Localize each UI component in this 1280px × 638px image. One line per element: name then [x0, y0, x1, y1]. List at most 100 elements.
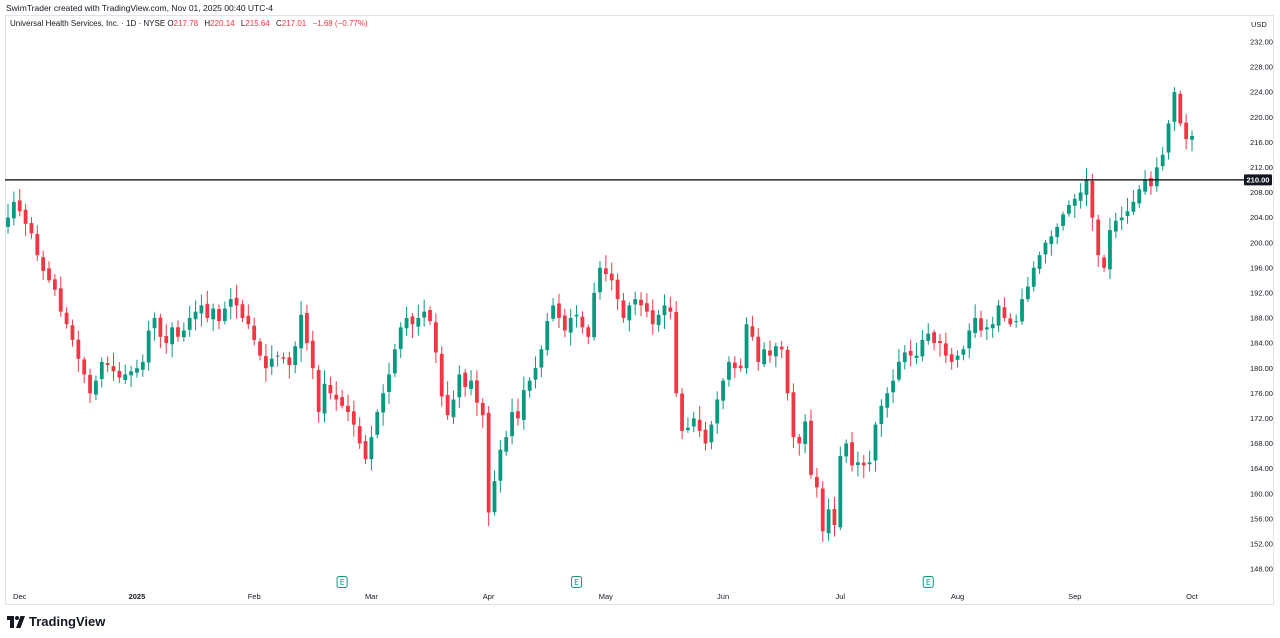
- candle-body: [305, 312, 309, 344]
- candle-body: [926, 333, 931, 341]
- symbol-title[interactable]: Universal Health Services, Inc. · 1D · N…: [10, 19, 166, 28]
- candle-body: [803, 421, 808, 444]
- close-value: 217.01: [281, 19, 307, 28]
- candle-body: [955, 355, 960, 360]
- candle-body: [1014, 321, 1019, 323]
- candle-body: [650, 310, 655, 325]
- candle-body: [1084, 179, 1089, 195]
- candle-body: [979, 318, 983, 331]
- earnings-event-icon: [336, 576, 348, 588]
- candle-body: [574, 314, 579, 317]
- candle-body: [1061, 214, 1065, 226]
- time-axis-label: Apr: [483, 592, 495, 601]
- candle-body: [891, 380, 895, 393]
- candle-body: [568, 317, 573, 333]
- candle-body: [1055, 226, 1060, 238]
- candle-body: [88, 374, 92, 394]
- chart-frame[interactable]: [5, 15, 1274, 605]
- candle-body: [1184, 122, 1189, 140]
- candle-body: [1096, 219, 1101, 256]
- candle-body: [1166, 123, 1171, 153]
- candle-body: [516, 411, 520, 419]
- candle-body: [938, 341, 942, 344]
- price-line-label-bg: [1244, 174, 1272, 186]
- candle-body: [809, 420, 813, 475]
- time-axis-label: Jul: [836, 592, 846, 601]
- candle-body: [674, 311, 679, 394]
- candle-body: [785, 349, 790, 394]
- candle-body: [1113, 220, 1118, 232]
- candle-body: [310, 340, 315, 369]
- price-line-label: 210.00: [1247, 176, 1270, 185]
- candle-body: [351, 411, 356, 425]
- candle-body: [17, 200, 22, 212]
- candle-body: [340, 397, 344, 406]
- candle-body: [445, 394, 450, 416]
- time-axis-label: Feb: [248, 592, 261, 601]
- chart-caption: SwimTrader created with TradingView.com,…: [6, 3, 273, 13]
- price-tick-label: 160.00: [1250, 489, 1273, 498]
- currency-label[interactable]: USD: [1251, 20, 1267, 29]
- candle-body: [346, 405, 350, 413]
- candle-body: [990, 324, 995, 329]
- candle-body: [35, 233, 40, 256]
- candle-body: [562, 315, 567, 331]
- candle-body: [527, 380, 532, 391]
- time-axis-label: Mar: [365, 592, 378, 601]
- candle-body: [791, 392, 796, 438]
- candle-body: [1102, 257, 1106, 268]
- time-axis-label: Jun: [717, 592, 729, 601]
- candle-body: [709, 424, 714, 443]
- candle-body: [387, 374, 391, 392]
- candle-body: [1072, 198, 1077, 206]
- candle-body: [105, 363, 110, 366]
- candle-body: [129, 371, 133, 376]
- price-tick-label: 156.00: [1250, 514, 1273, 523]
- close-label: C: [275, 19, 282, 28]
- candle-body: [504, 437, 509, 452]
- candle-body: [686, 427, 690, 431]
- event-marker-label: E: [340, 578, 345, 587]
- candle-body: [873, 424, 878, 461]
- candle-body: [64, 312, 69, 325]
- candle-body: [416, 317, 421, 327]
- candle-body: [838, 456, 843, 528]
- candle-body: [52, 279, 57, 290]
- candle-body: [246, 315, 251, 325]
- candle-body: [6, 217, 10, 227]
- price-tick-label: 152.00: [1250, 539, 1273, 548]
- price-tick-label: 200.00: [1250, 238, 1273, 247]
- price-tick-label: 196.00: [1250, 263, 1273, 272]
- candle-body: [457, 374, 462, 398]
- candle-body: [381, 393, 386, 413]
- candle-body: [1049, 236, 1054, 245]
- tradingview-logo[interactable]: TradingView: [7, 614, 105, 629]
- candle-body: [1067, 205, 1071, 214]
- candle-body: [1137, 189, 1142, 204]
- candle-body: [861, 462, 866, 466]
- candle-body: [1190, 135, 1194, 140]
- candle-body: [498, 449, 503, 481]
- candle-body: [797, 437, 802, 444]
- candle-body: [439, 353, 444, 397]
- candle-body: [580, 316, 585, 328]
- candle-body: [187, 317, 192, 330]
- candle-body: [533, 368, 538, 380]
- price-tick-label: 224.00: [1250, 88, 1273, 97]
- time-axis-label: Dec: [13, 592, 27, 601]
- candle-body: [826, 509, 831, 534]
- candle-body: [1037, 255, 1042, 269]
- candle-body: [697, 419, 702, 431]
- candle-body: [984, 327, 989, 330]
- high-value: 220.14: [210, 19, 235, 28]
- candle-body: [451, 399, 456, 418]
- candle-body: [557, 303, 561, 318]
- candle-body: [281, 357, 286, 359]
- candle-body: [94, 380, 98, 395]
- open-value: 217.78: [173, 19, 199, 28]
- candle-body: [779, 346, 784, 350]
- candle-body: [768, 350, 772, 356]
- candle-body: [545, 321, 550, 351]
- candle-body: [715, 399, 720, 424]
